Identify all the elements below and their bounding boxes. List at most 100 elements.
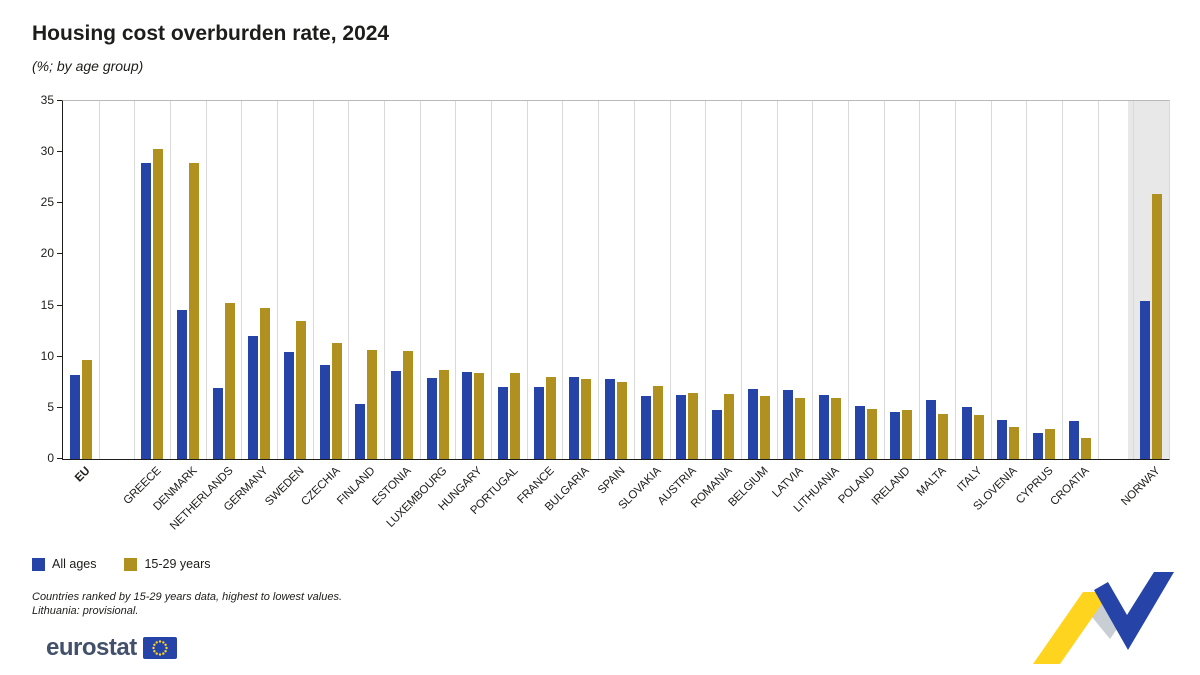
gridline bbox=[98, 101, 100, 459]
chart-subtitle: (%; by age group) bbox=[32, 58, 144, 74]
bar-all_ages-ireland bbox=[890, 411, 901, 459]
gridline bbox=[812, 101, 814, 459]
gridline bbox=[348, 101, 350, 459]
legend-item-all-ages: All ages bbox=[32, 557, 96, 571]
legend-label-all-ages: All ages bbox=[52, 557, 97, 571]
footnote-ranking: Countries ranked by 15-29 years data, hi… bbox=[32, 591, 343, 603]
bar-all_ages-italy bbox=[961, 406, 972, 459]
footnote-lithuania: Lithuania: provisional. bbox=[32, 605, 139, 617]
bar-all_ages-romania bbox=[712, 409, 723, 459]
bar-y15_29-sweden bbox=[295, 320, 306, 459]
footnotes: Countries ranked by 15-29 years data, hi… bbox=[32, 590, 342, 618]
gridline bbox=[134, 101, 136, 459]
gridline bbox=[491, 101, 493, 459]
bar-y15_29-spain bbox=[617, 382, 627, 459]
gridline bbox=[312, 101, 314, 459]
bar-all_ages-lithuania bbox=[819, 394, 830, 459]
y-axis-tick-label: 20 bbox=[40, 246, 54, 261]
gridline bbox=[277, 101, 279, 459]
bar-y15_29-bulgaria bbox=[581, 379, 592, 459]
gridline bbox=[847, 101, 849, 459]
decorative-ribbon-icon bbox=[1033, 572, 1174, 664]
bar-y15_29-austria bbox=[688, 392, 699, 459]
bar-all_ages-estonia bbox=[390, 371, 401, 459]
bar-y15_29-greece bbox=[153, 149, 164, 459]
y-axis-tick-label: 25 bbox=[40, 195, 54, 210]
bar-all_ages-slovenia bbox=[997, 420, 1008, 459]
legend-item-15-29-years: 15-29 years bbox=[124, 557, 211, 571]
bar-y15_29-luxembourg bbox=[438, 370, 449, 459]
eu-flag-icon bbox=[142, 637, 177, 659]
bar-all_ages-netherlands bbox=[212, 388, 223, 459]
bar-all_ages-cyprus bbox=[1033, 433, 1044, 459]
gridline bbox=[1026, 101, 1028, 459]
bar-y15_29-ireland bbox=[902, 409, 913, 459]
gridline bbox=[384, 101, 386, 459]
y-axis-tick-label: 35 bbox=[40, 93, 54, 107]
bar-all_ages-norway bbox=[1140, 301, 1151, 459]
y-axis-tick-label: 10 bbox=[40, 348, 54, 363]
bar-y15_29-hungary bbox=[474, 373, 485, 459]
bar-all_ages-eu bbox=[69, 375, 80, 459]
y-axis-tick-label: 15 bbox=[40, 297, 54, 312]
bar-y15_29-denmark bbox=[188, 163, 199, 459]
gridline bbox=[598, 101, 600, 459]
bar-all_ages-luxembourg bbox=[426, 378, 437, 459]
chart-title: Housing cost overburden rate, 2024 bbox=[32, 22, 390, 45]
gridline bbox=[1061, 101, 1063, 459]
bar-all_ages-greece bbox=[141, 163, 152, 459]
bar-y15_29-belgium bbox=[759, 395, 770, 459]
bar-all_ages-finland bbox=[355, 403, 366, 459]
bar-y15_29-netherlands bbox=[224, 302, 235, 459]
bar-y15_29-france bbox=[545, 377, 556, 459]
gridline bbox=[954, 101, 956, 459]
bar-all_ages-portugal bbox=[497, 387, 508, 459]
gridline bbox=[883, 101, 885, 459]
gridline bbox=[633, 101, 635, 459]
bar-y15_29-czechia bbox=[331, 343, 342, 459]
bar-y15_29-malta bbox=[938, 414, 949, 459]
bar-y15_29-slovenia bbox=[1009, 427, 1020, 459]
y-axis-tick-mark bbox=[57, 151, 62, 153]
legend-swatch-15-29-years bbox=[124, 557, 138, 571]
bar-y15_29-germany bbox=[260, 307, 271, 459]
bar-y15_29-eu bbox=[81, 359, 92, 459]
y-axis-tick-mark bbox=[57, 304, 62, 306]
gridline bbox=[776, 101, 778, 459]
y-axis-tick-mark bbox=[57, 202, 62, 204]
gridline bbox=[705, 101, 707, 459]
gridline bbox=[562, 101, 564, 459]
gridline bbox=[919, 101, 921, 459]
y-axis-tick-label: 5 bbox=[47, 399, 54, 414]
bar-all_ages-spain bbox=[605, 379, 615, 459]
gridline bbox=[669, 101, 671, 459]
bar-all_ages-hungary bbox=[462, 372, 473, 459]
bar-all_ages-bulgaria bbox=[569, 377, 580, 459]
bar-all_ages-austria bbox=[676, 394, 687, 459]
legend: All ages 15-29 years bbox=[32, 557, 211, 571]
bar-y15_29-lithuania bbox=[831, 397, 842, 459]
y-axis-tick-label: 30 bbox=[40, 144, 54, 159]
gridline bbox=[740, 101, 742, 459]
gridline bbox=[990, 101, 992, 459]
y-axis-tick-mark bbox=[57, 406, 62, 408]
plot-area bbox=[62, 100, 1170, 460]
bar-y15_29-finland bbox=[367, 349, 378, 459]
gridline bbox=[170, 101, 172, 459]
bar-all_ages-sweden bbox=[283, 351, 294, 459]
y-axis-tick-mark bbox=[57, 355, 62, 357]
y-axis-tick-mark bbox=[57, 458, 62, 459]
y-axis-tick-label: 0 bbox=[47, 451, 54, 465]
bar-all_ages-latvia bbox=[783, 390, 794, 459]
legend-swatch-all-ages bbox=[32, 557, 45, 571]
y-axis-tick-mark bbox=[57, 253, 62, 255]
bar-all_ages-czechia bbox=[319, 364, 330, 459]
gridline bbox=[1097, 101, 1099, 459]
bar-y15_29-romania bbox=[724, 393, 735, 459]
bar-all_ages-slovakia bbox=[640, 395, 651, 459]
legend-label-15-29-years: 15-29 years bbox=[144, 557, 211, 571]
bar-y15_29-croatia bbox=[1080, 437, 1091, 459]
eurostat-logo: eurostat bbox=[46, 634, 177, 662]
gridline bbox=[241, 101, 243, 459]
